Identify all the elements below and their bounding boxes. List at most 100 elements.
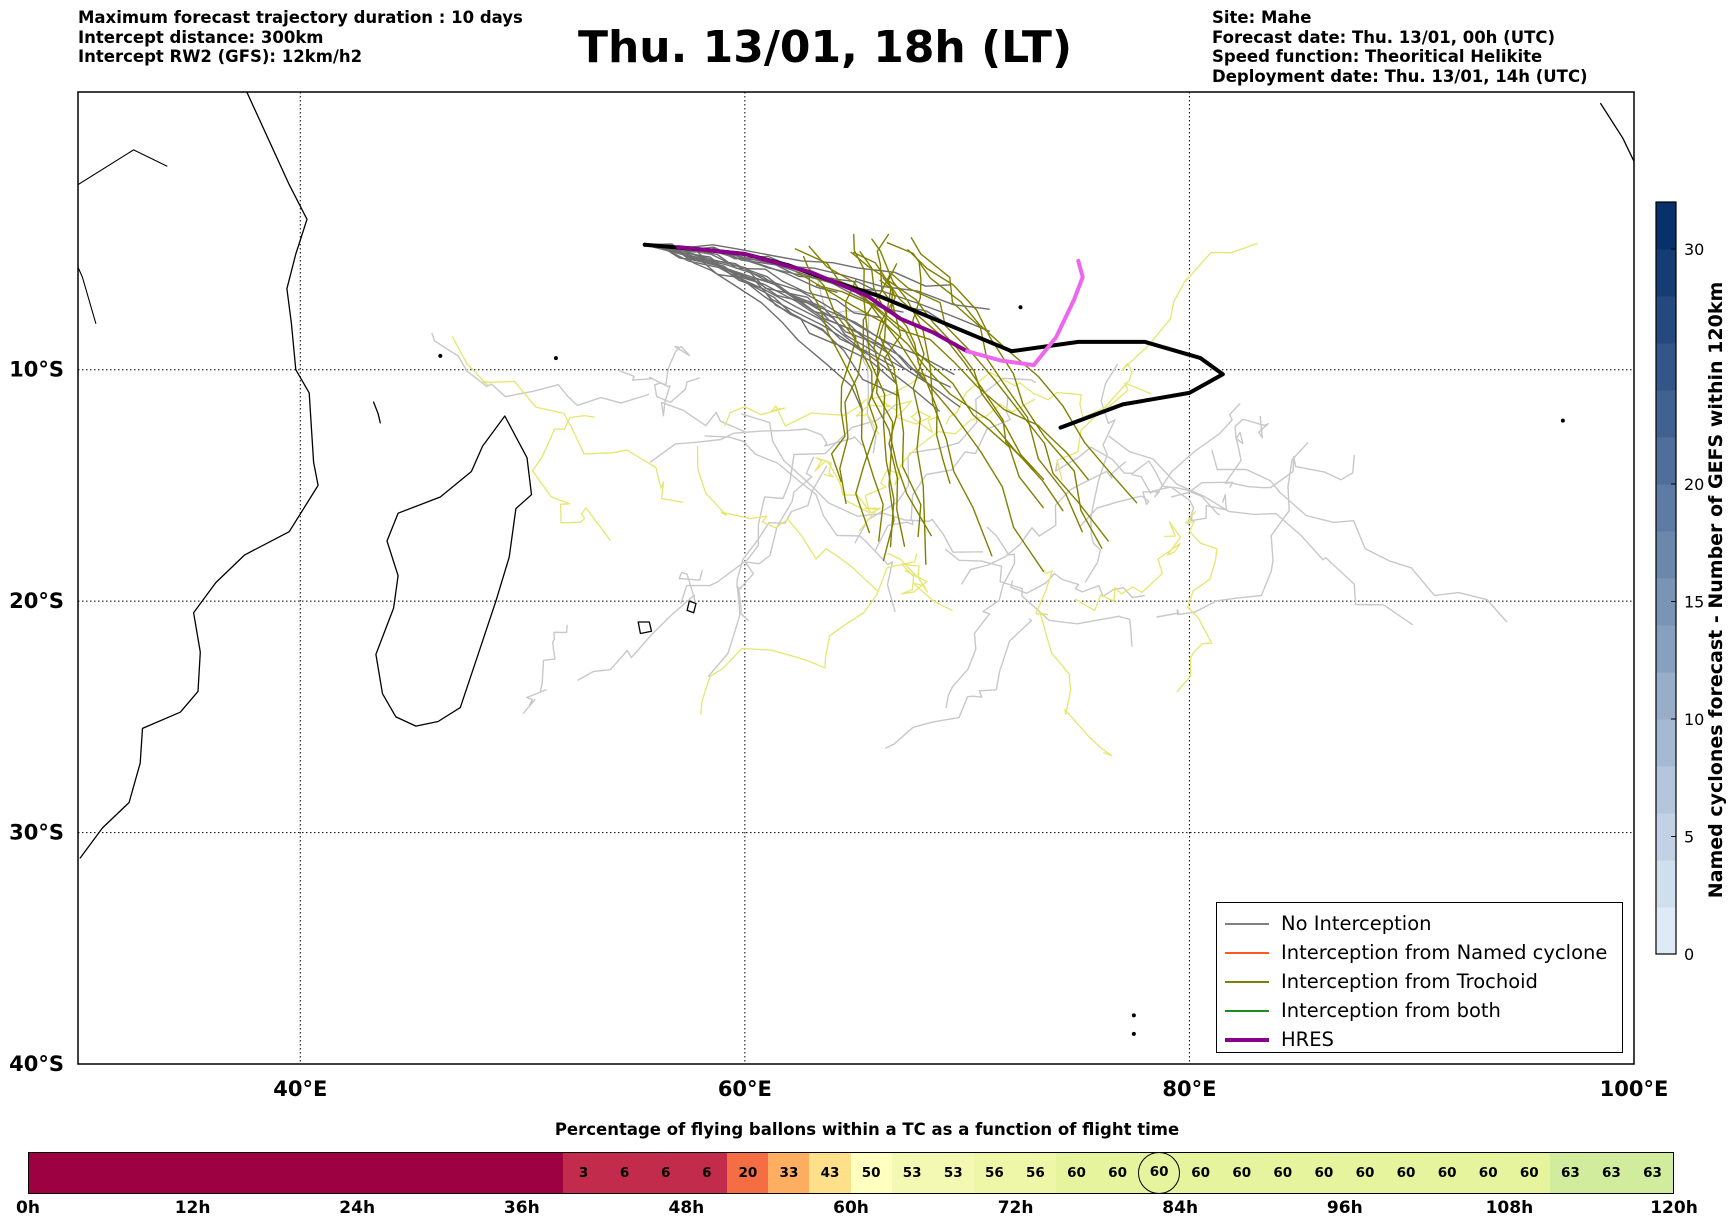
legend-label: Interception from Trochoid <box>1281 970 1538 993</box>
colorbar-step <box>1656 390 1676 438</box>
colorbar-step <box>1656 625 1676 673</box>
percentage-value: 63 <box>1643 1165 1662 1181</box>
time-tick-label: 36h <box>503 1198 540 1218</box>
island <box>1131 1013 1136 1018</box>
percentage-value: 60 <box>1108 1165 1127 1181</box>
trajectory-trochoid <box>830 279 857 483</box>
percentage-cell: 60 <box>1055 1153 1098 1193</box>
percentage-value: 63 <box>1602 1165 1621 1181</box>
legend-swatch-no-interception <box>1225 922 1269 925</box>
percentage-cell <box>316 1153 358 1193</box>
percentage-value: 3 <box>578 1165 589 1181</box>
colorbar-step <box>1656 813 1676 861</box>
percentage-cell: 6 <box>604 1153 646 1193</box>
colorbar-step <box>1656 907 1676 955</box>
island <box>1131 1031 1136 1036</box>
percentage-cell <box>439 1153 481 1193</box>
time-tick-label: 72h <box>997 1198 1034 1218</box>
colorbar-step <box>1656 202 1676 250</box>
trajectory-trochoid <box>808 274 884 542</box>
colorbar-frame <box>1655 201 1677 955</box>
trajectory-no-interception-light <box>1079 403 1241 527</box>
coastlines <box>78 92 1634 1036</box>
colorbar-step <box>1656 249 1676 297</box>
percentage-value: 60 <box>1519 1165 1539 1181</box>
lon-tick-label: 100°E <box>1600 1077 1669 1101</box>
percentage-cell: 56 <box>1014 1153 1056 1193</box>
trajectory-no-interception <box>644 244 900 397</box>
trajectory-low <box>1035 569 1113 757</box>
trajectory-no-interception-light <box>680 402 898 604</box>
coast-lake-victoria <box>78 149 168 186</box>
percentage-value: 60 <box>1138 1152 1181 1194</box>
percentage-value: 60 <box>1355 1165 1375 1181</box>
percentage-cell: 3 <box>563 1153 605 1193</box>
coast-mauritius <box>686 600 697 614</box>
percentage-cell <box>29 1153 71 1193</box>
time-tick-label: 60h <box>833 1198 869 1218</box>
percentage-cell: 60 <box>1138 1152 1181 1194</box>
legend-swatch-hres <box>1225 1037 1269 1042</box>
percentage-cell: 60 <box>1426 1153 1468 1193</box>
percentage-value: 60 <box>1067 1165 1086 1181</box>
percentage-value: 33 <box>779 1165 799 1181</box>
trajectory-low <box>700 552 918 715</box>
percentage-cell: 6 <box>645 1153 687 1193</box>
percentage-cell <box>521 1153 564 1193</box>
island <box>553 356 558 361</box>
trajectory-no-interception-light <box>1211 449 1508 623</box>
lat-tick-label: 40°S <box>9 1052 64 1076</box>
trajectory-no-interception-light <box>577 569 703 681</box>
chart-title: Thu. 13/01, 18h (LT) <box>577 22 1073 73</box>
percentage-value: 6 <box>661 1165 671 1181</box>
header-right-line-1: Site: Mahe <box>1212 8 1312 27</box>
colorbar-step <box>1656 484 1676 532</box>
time-tick-label: 84h <box>1162 1198 1199 1218</box>
lat-tick-label: 30°S <box>9 821 64 845</box>
colorbar-tick-label: 5 <box>1684 828 1694 847</box>
percentage-cell: 60 <box>1344 1153 1386 1193</box>
trajectory-hres-purple <box>676 245 970 354</box>
time-tick-label: 12h <box>174 1198 211 1218</box>
trajectory-low <box>696 446 878 592</box>
percentage-value: 53 <box>902 1165 922 1181</box>
percentage-cell: 20 <box>727 1153 769 1193</box>
percentage-cell: 60 <box>1097 1153 1139 1193</box>
trajectory-trochoid <box>871 238 993 557</box>
percentage-value: 60 <box>1273 1165 1293 1181</box>
trajectory-no-interception-light <box>1010 572 1145 599</box>
trajectory-no-interception-light <box>961 461 1126 585</box>
trajectory-no-interception-light <box>1224 415 1269 488</box>
percentage-cell: 60 <box>1180 1153 1222 1193</box>
percentage-value: 6 <box>619 1165 630 1181</box>
trajectory-no-interception-light <box>741 413 984 553</box>
percentage-cell <box>152 1153 194 1193</box>
legend-swatch-both <box>1225 1009 1269 1012</box>
percentage-cell: 50 <box>850 1153 892 1193</box>
trajectory-no-interception-light <box>522 624 568 714</box>
legend-swatch-trochoid <box>1225 980 1269 983</box>
lon-tick-label: 60°E <box>718 1077 772 1101</box>
header-right-line-2: Forecast date: Thu. 13/01, 00h (UTC) <box>1212 27 1556 47</box>
trajectory-no-interception-light <box>618 370 746 433</box>
axis-ticks: 40°E 60°E 80°E 100°E 10°S 20°S 30°S 40°S <box>9 358 1668 1101</box>
island <box>1560 418 1565 423</box>
trajectory-low <box>531 414 611 541</box>
trajectory-low <box>855 400 940 435</box>
percentage-cell: 63 <box>1590 1153 1632 1193</box>
trajectory-trochoid <box>910 237 1083 533</box>
trajectory-no-interception-light <box>1156 442 1309 618</box>
header-right-line-4: Deployment date: Thu. 13/01, 14h (UTC) <box>1212 66 1588 86</box>
legend-item: Interception from Trochoid <box>1225 967 1622 996</box>
percentage-cell: 63 <box>1631 1153 1674 1193</box>
percentage-value: 60 <box>1437 1165 1457 1181</box>
trajectory-trochoid <box>890 272 1109 542</box>
trajectory-no-interception-light <box>854 377 1036 544</box>
trajectory-no-interception-light <box>736 465 828 622</box>
trajectory-no-interception-light <box>1108 435 1413 626</box>
percentage-cell: 60 <box>1262 1153 1304 1193</box>
coast-lake <box>78 265 97 324</box>
percentage-cell <box>357 1153 399 1193</box>
trajectory-no-interception-light <box>945 526 1016 709</box>
